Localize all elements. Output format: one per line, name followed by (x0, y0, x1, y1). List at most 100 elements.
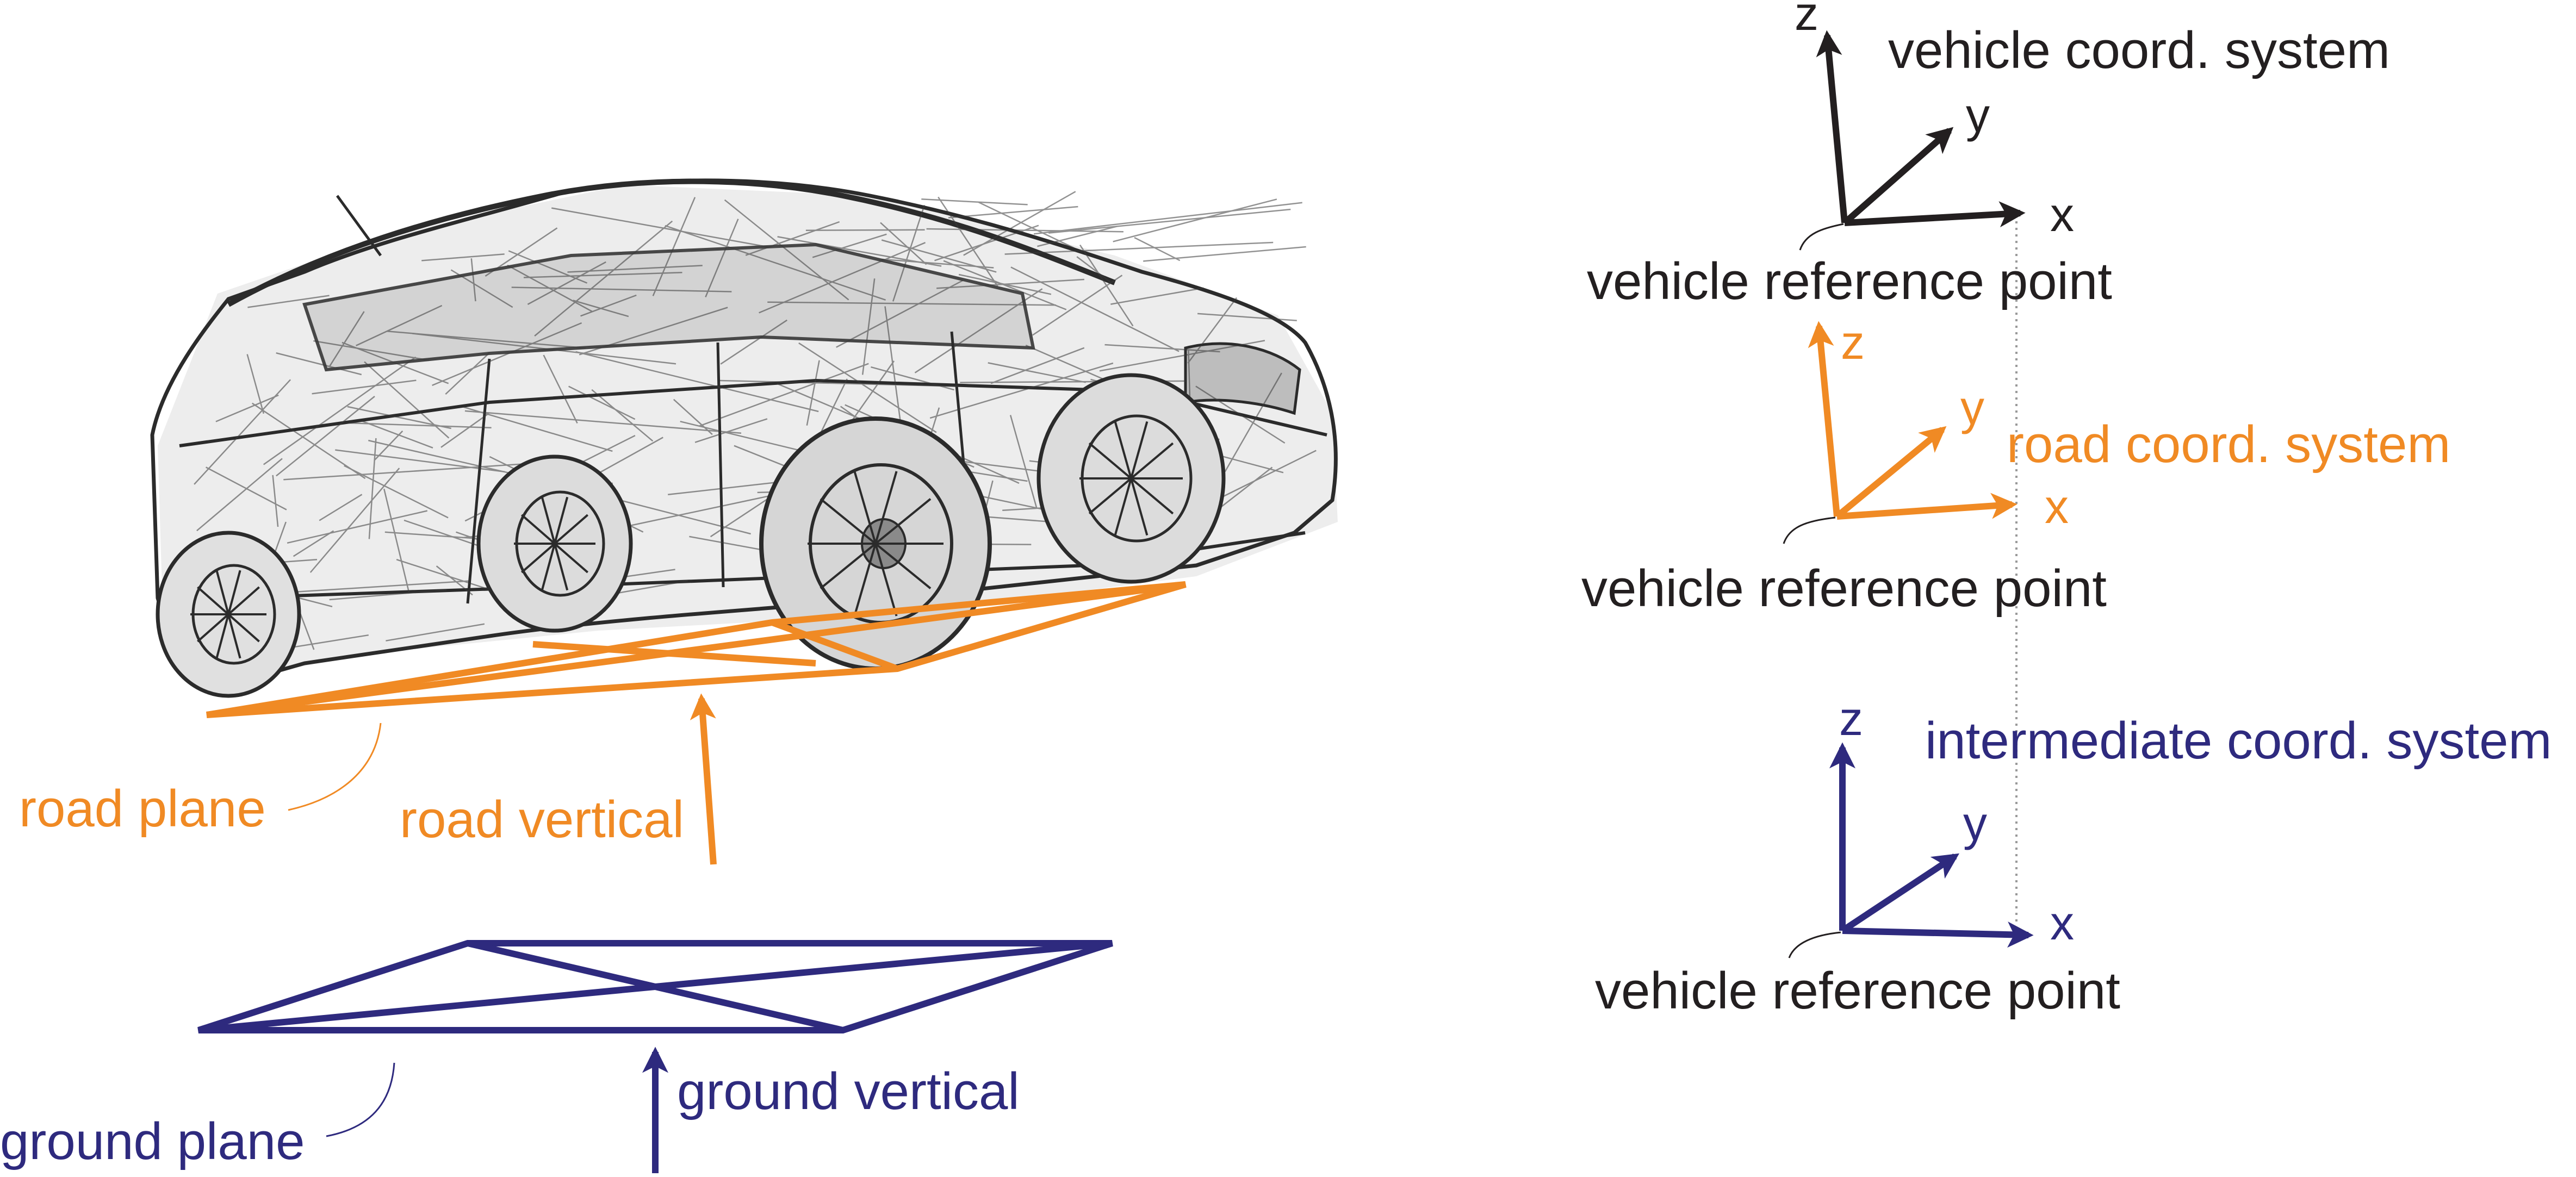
car-wheel-spoke (853, 543, 877, 616)
road-z-label: z (1841, 315, 1865, 369)
car-mesh-line (699, 363, 869, 427)
car-mesh-line (568, 385, 636, 420)
car-wheel-spoke (554, 543, 569, 591)
vehicle-reference-point-label-2: vehicle reference point (1581, 559, 2107, 618)
car-wheel-spoke (520, 514, 556, 545)
car-wheel-spoke (227, 613, 260, 643)
car-mesh-line (719, 379, 958, 387)
car-mesh-line (948, 205, 1078, 219)
car-wheel-spoke (1114, 421, 1132, 479)
car-mesh-line (287, 510, 428, 544)
car-mesh-line (1037, 226, 1118, 247)
ground-plane-label: ground plane (0, 1112, 305, 1170)
car-mesh-line (252, 402, 366, 479)
car-wheel-spoke (227, 614, 241, 659)
vehicle-ref-leader (1799, 223, 1844, 251)
car-wheel-spoke (541, 543, 556, 591)
car-mesh-line (215, 394, 279, 422)
road-plane-shape (206, 581, 1187, 718)
car-mesh-line (938, 196, 998, 287)
car-mesh-line (921, 198, 1028, 205)
ground-plane-leader-line (326, 1062, 395, 1137)
car-mesh-line (450, 269, 513, 308)
vehicle-reference-point-label-1: vehicle reference point (1587, 252, 2112, 310)
intermediate-z-label: z (1839, 692, 1863, 745)
car-mesh-line (573, 300, 629, 317)
car-mesh-line (206, 466, 287, 510)
car-mesh-line (914, 288, 1043, 373)
car-mesh-line (1099, 340, 1265, 372)
car-mesh-line (319, 494, 363, 521)
car-mesh-line (445, 352, 490, 395)
car-mesh-line (990, 347, 1085, 384)
ground-plane-diagonal-2 (467, 940, 844, 1033)
car-mesh-line (470, 258, 476, 302)
car-wheel-spoke (1130, 478, 1149, 536)
car-mesh-line (884, 306, 903, 433)
car-mesh-line (1143, 246, 1306, 262)
car-mesh-line (1188, 349, 1191, 404)
car-mesh-line (1197, 313, 1297, 321)
car-mesh-line (880, 222, 927, 265)
car-mesh-line (1208, 450, 1317, 505)
car-mesh-line (534, 220, 673, 337)
car-mesh-line (421, 253, 505, 261)
car-mesh-line (963, 191, 1076, 256)
car-mesh-line (335, 449, 505, 473)
car-mesh-line (871, 366, 954, 391)
car-mesh-line (276, 352, 362, 376)
car-mesh-line (934, 225, 1039, 261)
car-mesh-line (309, 468, 400, 573)
car-mesh-line (1009, 415, 1038, 509)
car-mesh-line (246, 354, 265, 414)
vehicle-reference-point-label-3: vehicle reference point (1595, 962, 2120, 1020)
car-wheel-spoke (874, 471, 898, 544)
car-mesh-line (412, 333, 676, 365)
vehicle-y-axis (1842, 127, 1954, 226)
road-vertical-label: road vertical (400, 790, 684, 849)
car-wheel-spoke (874, 498, 932, 545)
car-mesh-line (432, 322, 582, 387)
car-mesh-line (745, 221, 840, 256)
car-mesh-line (694, 418, 768, 443)
car-roofline (227, 178, 1116, 307)
car-wheel-spoke (227, 586, 260, 615)
car-wheel-spoke (197, 586, 229, 615)
car-mesh-line (386, 623, 485, 642)
car-wheel-spoke (1130, 442, 1174, 479)
car-wheel-spoke (874, 543, 898, 616)
car-mesh-line (926, 228, 1123, 233)
car-mesh-line (1104, 344, 1220, 353)
car-mesh-line (673, 398, 713, 435)
car-mesh-line (464, 410, 742, 434)
car-mesh-line (1113, 198, 1277, 242)
vehicle-y-label: y (1966, 88, 1990, 142)
vehicle-z-label: z (1795, 0, 1818, 40)
intermediate-y-label: y (1963, 796, 1987, 850)
car-mesh-line (263, 356, 417, 465)
car-mesh-line (1004, 241, 1274, 255)
road-vertical-arrow (690, 693, 717, 865)
car-wheel-spoke (1130, 421, 1149, 479)
car-mesh-line (551, 207, 770, 248)
car-wheel-spoke (1088, 442, 1132, 479)
car-wheel-spokes (190, 421, 1183, 659)
car-wheel-spoke (1088, 477, 1132, 515)
vehicle-x-axis (1844, 201, 2026, 228)
car-mesh-line (705, 219, 739, 297)
car-mesh-line (1076, 256, 1111, 283)
car-mesh-line (349, 422, 492, 429)
road-plane-diagonal-1 (206, 581, 1186, 718)
car-mesh-line (272, 475, 279, 527)
car-mesh-line (579, 307, 728, 356)
car-wheel-spoke (197, 613, 229, 643)
vehicle-z-axis (1816, 30, 1848, 223)
intermediate-coord-system: z y x intermediate coord. system vehicle… (1595, 692, 2552, 1020)
car-mesh-line (978, 201, 1075, 249)
vehicle-coord-system-title: vehicle coord. system (1888, 21, 2390, 79)
car-mesh-line (328, 311, 365, 368)
car-mesh-line (652, 197, 696, 296)
vehicle-x-label: x (2050, 188, 2074, 241)
car-mesh-line (356, 304, 443, 346)
